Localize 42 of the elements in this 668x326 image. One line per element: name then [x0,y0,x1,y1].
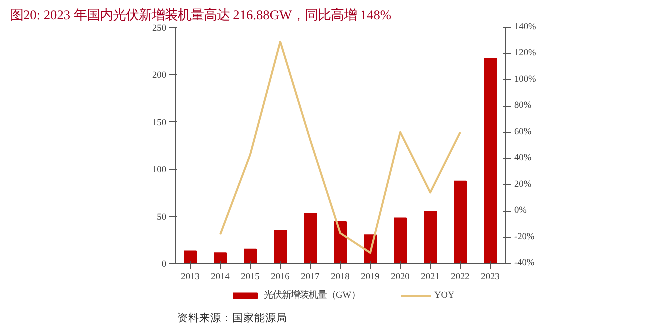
y-tick-label: 50 [157,212,167,223]
x-tick-label: 2014 [211,272,230,282]
x-tick-label: 2019 [361,272,380,282]
y2-tick-label: 0% [514,206,528,216]
x-tick-label: 2015 [241,272,260,282]
x-tick-label: 2013 [181,272,200,282]
x-tick-label: 2020 [391,272,410,282]
bar [304,212,317,264]
legend-label: YOY [434,290,455,300]
x-tick-label: 2023 [481,272,500,282]
bar [424,211,437,264]
x-tick-label: 2016 [271,272,290,282]
y-tick-label: 100 [152,166,167,176]
y2-tick-label: -20% [514,232,535,242]
bar [184,250,197,264]
y-tick-label: 0 [162,260,167,270]
chart-title: 图20: 2023 年国内光伏新增装机量高达 216.88GW，同比高增 148% [10,8,392,22]
bar [454,180,467,264]
y2-tick-label: -40% [514,258,535,268]
y2-tick-label: 120% [514,48,536,59]
y2-tick-label: 140% [514,22,536,32]
x-tick-label: 2018 [331,272,350,282]
bar [244,248,257,264]
y2-tick-label: 60% [514,127,532,138]
x-tick-label: 2021 [421,272,440,282]
y-tick-label: 150 [152,118,167,128]
bar [214,252,227,264]
y2-tick-label: 20% [514,180,532,190]
y-tick-label: 200 [152,71,167,82]
y2-tick-label: 100% [514,74,536,85]
line-series [220,40,462,254]
bar [394,218,407,264]
y-tick-label: 250 [152,24,167,34]
bar [274,230,287,264]
legend-label: 光伏新增装机量（GW） [264,289,361,302]
y2-tick-label: 40% [514,154,532,164]
text: 资料来源：国家能源局 [178,312,288,324]
bar [334,221,347,264]
y2-tick-label: 80% [514,101,532,112]
bar [484,58,497,264]
x-tick-label: 2017 [301,272,320,282]
x-tick-label: 2022 [451,272,470,282]
